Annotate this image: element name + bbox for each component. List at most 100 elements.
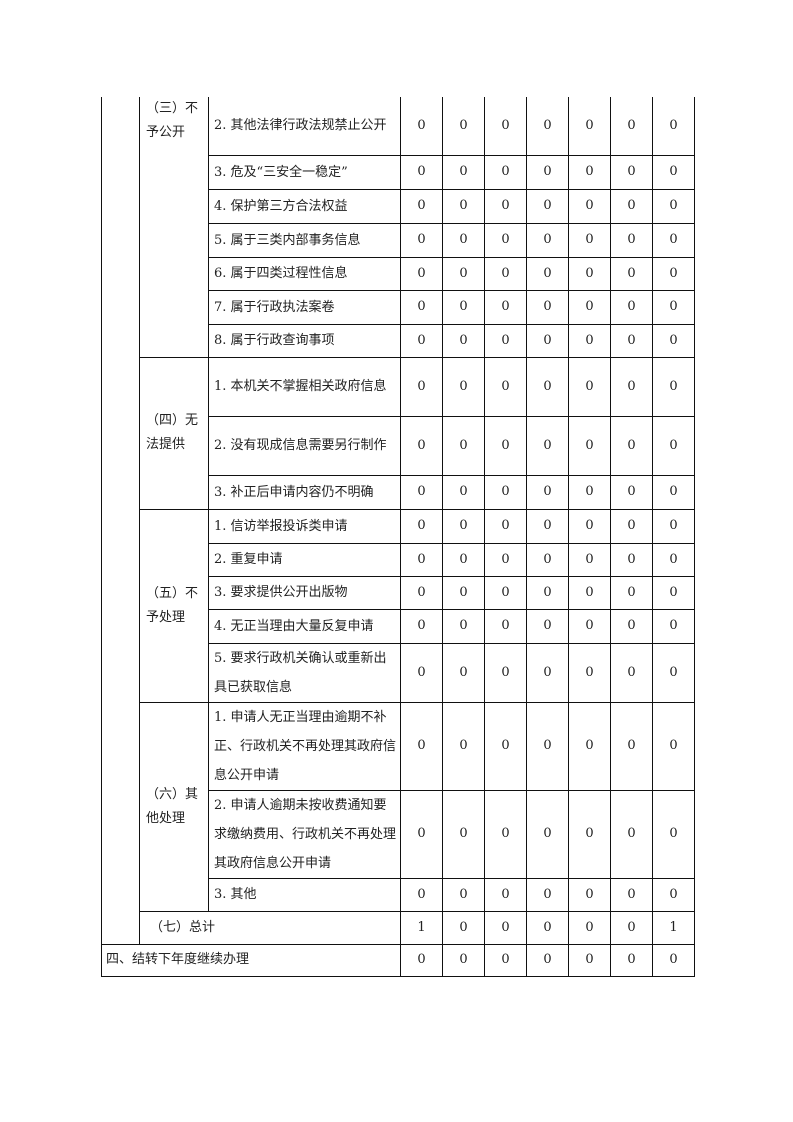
value-cell: 0 <box>610 877 653 912</box>
value-cell: 0 <box>526 323 569 358</box>
value-cell: 0 <box>442 154 485 190</box>
item-label: 3. 其他 <box>208 877 401 912</box>
total-label: （七）总计 <box>139 910 401 945</box>
value-cell: 0 <box>442 356 485 417</box>
item-label: 4. 保护第三方合法权益 <box>208 188 401 224</box>
item-label: 2. 没有现成信息需要另行制作 <box>208 415 401 476</box>
value-cell: 0 <box>568 97 611 156</box>
value-cell: 0 <box>652 701 695 791</box>
value-cell: 0 <box>484 415 527 476</box>
table-row: 3. 其他 0 0 0 0 0 0 0 <box>102 877 695 912</box>
table-row: 2. 申请人逾期未按收费通知要求缴纳费用、行政机关不再处理其政府信息公开申请 0 0… <box>102 789 695 879</box>
value-cell: 0 <box>484 642 527 703</box>
total-row: （七）总计 1 0 0 0 0 0 1 <box>102 910 695 945</box>
value-cell: 0 <box>484 608 527 644</box>
value-cell: 0 <box>484 789 527 879</box>
value-cell: 0 <box>526 943 569 977</box>
value-cell: 0 <box>484 256 527 291</box>
value-cell: 0 <box>400 542 443 577</box>
value-cell: 0 <box>568 508 611 544</box>
value-cell: 0 <box>484 508 527 544</box>
value-cell: 0 <box>526 542 569 577</box>
item-label: 5. 要求行政机关确认或重新出具已获取信息 <box>208 642 401 703</box>
item-label: 5. 属于三类内部事务信息 <box>208 222 401 258</box>
value-cell: 0 <box>442 575 485 610</box>
item-label: 7. 属于行政执法案卷 <box>208 289 401 325</box>
carryover-row: 四、结转下年度继续办理 0 0 0 0 0 0 0 <box>101 943 695 977</box>
table-row: （三）不予公开 2. 其他法律行政法规禁止公开 0 0 0 0 0 0 0 <box>101 97 695 945</box>
value-cell: 0 <box>442 188 485 224</box>
value-cell: 0 <box>610 323 653 358</box>
value-cell: 0 <box>400 608 443 644</box>
value-cell: 0 <box>484 154 527 190</box>
value-cell: 0 <box>568 188 611 224</box>
item-label: 8. 属于行政查询事项 <box>208 323 401 358</box>
value-cell: 0 <box>610 701 653 791</box>
value-cell: 0 <box>652 154 695 190</box>
value-cell: 0 <box>526 701 569 791</box>
value-cell: 0 <box>652 789 695 879</box>
value-cell: 0 <box>652 323 695 358</box>
table-row: 4. 保护第三方合法权益 0 0 0 0 0 0 0 <box>102 188 695 224</box>
value-cell: 0 <box>610 642 653 703</box>
item-label: 1. 信访举报投诉类申请 <box>208 508 401 544</box>
value-cell: 0 <box>652 356 695 417</box>
value-cell: 0 <box>484 943 527 977</box>
value-cell: 0 <box>610 154 653 190</box>
value-cell: 0 <box>568 474 611 510</box>
value-cell: 0 <box>526 222 569 258</box>
value-cell: 0 <box>610 608 653 644</box>
value-cell: 0 <box>526 910 569 945</box>
value-cell: 0 <box>568 943 611 977</box>
table-row: 3. 要求提供公开出版物 0 0 0 0 0 0 0 <box>102 575 695 610</box>
value-cell: 0 <box>568 701 611 791</box>
value-cell: 0 <box>610 356 653 417</box>
value-cell: 0 <box>484 701 527 791</box>
value-cell: 0 <box>442 701 485 791</box>
value-cell: 0 <box>442 943 485 977</box>
value-cell: 0 <box>610 542 653 577</box>
table-row: 3. 危及“三安全一稳定” 0 0 0 0 0 0 0 <box>102 154 695 190</box>
table-row: 2. 重复申请 0 0 0 0 0 0 0 <box>102 542 695 577</box>
value-cell: 0 <box>442 542 485 577</box>
value-cell: 0 <box>568 415 611 476</box>
value-cell: 0 <box>652 222 695 258</box>
item-label: 6. 属于四类过程性信息 <box>208 256 401 291</box>
value-cell: 0 <box>442 415 485 476</box>
value-cell: 0 <box>526 188 569 224</box>
carryover-label: 四、结转下年度继续办理 <box>101 943 401 977</box>
table-row: 3. 补正后申请内容仍不明确 0 0 0 0 0 0 0 <box>102 474 695 510</box>
item-label: 1. 本机关不掌握相关政府信息 <box>208 356 401 417</box>
value-cell: 0 <box>400 642 443 703</box>
value-cell: 1 <box>652 910 695 945</box>
item-label: 3. 要求提供公开出版物 <box>208 575 401 610</box>
value-cell: 0 <box>652 943 695 977</box>
table-row: （五）不予处理 1. 信访举报投诉类申请 0 0 0 0 0 0 0 <box>102 508 695 703</box>
value-cell: 0 <box>526 256 569 291</box>
value-cell: 0 <box>652 877 695 912</box>
item-label: 1. 申请人无正当理由逾期不补正、行政机关不再处理其政府信息公开申请 <box>208 701 401 791</box>
value-cell: 0 <box>526 608 569 644</box>
value-cell: 0 <box>568 542 611 577</box>
value-cell: 0 <box>400 289 443 325</box>
table-row: 6. 属于四类过程性信息 0 0 0 0 0 0 0 <box>102 256 695 291</box>
value-cell: 0 <box>610 415 653 476</box>
value-cell: 0 <box>400 188 443 224</box>
value-cell: 0 <box>442 508 485 544</box>
value-cell: 0 <box>484 97 527 156</box>
item-label: 2. 其他法律行政法规禁止公开 <box>208 97 401 156</box>
category-label: （五）不予处理 <box>139 508 209 703</box>
value-cell: 0 <box>568 877 611 912</box>
value-cell: 0 <box>652 256 695 291</box>
value-cell: 0 <box>610 575 653 610</box>
value-cell: 0 <box>526 575 569 610</box>
value-cell: 0 <box>526 642 569 703</box>
value-cell: 0 <box>652 642 695 703</box>
value-cell: 0 <box>568 642 611 703</box>
category-label: （四）无法提供 <box>139 356 209 510</box>
value-cell: 0 <box>484 474 527 510</box>
value-cell: 0 <box>400 356 443 417</box>
value-cell: 0 <box>400 701 443 791</box>
value-cell: 0 <box>610 289 653 325</box>
value-cell: 0 <box>400 508 443 544</box>
